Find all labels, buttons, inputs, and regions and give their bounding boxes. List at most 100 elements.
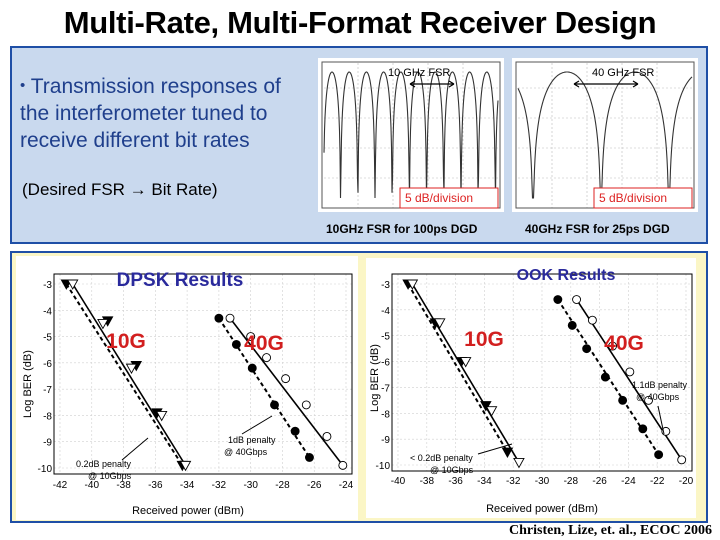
fsr-label: 10 GHz FSR [388,67,450,79]
x-tick-label: -28 [275,480,290,491]
y-tick-label: -7 [43,385,52,396]
transmission-plot-40ghz-svg: 40 GHz FSR 5 dB/division [515,61,695,209]
data-markers [60,279,348,472]
y-tick-label: -8 [381,409,390,420]
data-point [97,318,109,330]
bullet-marker: • [20,77,26,94]
data-point [553,295,563,304]
data-point [567,320,577,330]
annotation-10g-line2: @ 10Gbps [430,465,474,475]
data-point [677,455,687,465]
x-tick-label: -20 [679,476,694,487]
scale-label: 5 dB/division [599,191,667,205]
dpsk-ber-chart: -42 -40 -38 -36 -34 -32 -30 -28 -26 -24 -3 -4 -5 -6 -7… [16,256,358,520]
caption-40ghz: 40GHz FSR for 25ps DGD [525,222,670,236]
data-point [587,315,597,325]
annotation-40g: 1dB penalty @ 40Gbps [224,415,276,457]
chart-frame [391,273,693,472]
annotation-10g-line2: @ 10Gbps [88,471,132,481]
data-point [582,344,592,354]
data-point [290,426,300,436]
data-point [125,363,138,375]
scale-box [399,187,499,209]
y-tick-label: -6 [43,359,52,370]
data-point [618,395,628,405]
data-point [66,279,79,290]
y-tick-label: -10 [376,461,391,472]
fit-line [72,283,187,466]
plot-grid [518,63,694,208]
annotation-40g-line1: 1dB penalty [228,435,276,445]
transmission-plot-10ghz: 10 GHz FSR 5 dB/division [318,58,504,212]
x-tick-label: -24 [621,476,636,487]
data-point [433,318,446,329]
y-tick-label: -3 [381,280,390,291]
annotation-10g-line1: < 0.2dB penalty [410,453,473,463]
data-point [231,340,241,349]
y-tick-label: -3 [43,280,52,291]
scale-box [593,187,693,209]
x-tick-label: -26 [592,476,607,487]
fsr-arrow-icon [409,80,455,88]
x-tick-label: -40 [391,476,406,487]
data-point [305,453,314,462]
y-tick-label: -5 [43,333,52,344]
y-axis-label: Log BER (dB) [22,350,34,418]
chart-ticks: -40 -38 -36 -34 -32 -30 -28 -26 -24 -22 -20 -3 -4 -5 -… [376,280,694,487]
data-point [625,367,635,377]
x-tick-label: -32 [506,476,521,487]
x-tick-label: -36 [148,480,163,491]
chart-background [366,258,696,518]
data-point [155,410,168,422]
data-point [247,363,257,373]
chart-title: DPSK Results [117,270,244,291]
transmission-plot-40ghz: 40 GHz FSR 5 dB/division [512,58,698,212]
citation: Christen, Lize, et. al., ECOC 2006 [509,523,712,538]
y-tick-label: -9 [381,435,390,446]
label-40g: 40G [244,332,284,355]
slide-title: Multi-Rate, Multi-Format Receiver Design [63,5,657,40]
chart-frame [53,273,353,475]
label-10g: 10G [106,330,146,353]
y-tick-label: -9 [43,438,52,449]
chart-ticks: -42 -40 -38 -36 -34 -32 -30 -28 -26 -24 -3 -4 -5 -6 -7… [38,280,354,491]
data-point [644,395,654,405]
x-tick-label: -34 [477,476,492,487]
x-tick-label: -36 [448,476,463,487]
y-tick-label: -4 [43,306,52,317]
annotation-10g-line1: 0.2dB penalty [76,459,132,469]
data-point [501,447,514,458]
bullet-point: • Transmission responses of the interfer… [20,72,312,154]
x-tick-label: -38 [116,480,131,491]
fit-line [229,317,344,466]
pointer-arrow-icon [657,405,665,435]
x-tick-label: -24 [339,480,354,491]
data-point [572,295,582,304]
chart-title: OOK Results [517,267,616,284]
transmission-curve-40ghz [517,71,693,199]
data-point [608,341,618,351]
annotation-40g-line1: 1.1dB penalty [632,380,688,390]
data-point [513,457,525,469]
annotation-10g: < 0.2dB penalty @ 10Gbps [410,443,513,475]
data-point [406,279,419,290]
pointer-arrow-icon [477,443,513,455]
x-tick-label: -22 [650,476,665,487]
x-tick-label: -26 [307,480,322,491]
caption-10ghz: 10GHz FSR for 100ps DGD [326,222,478,236]
pointer-arrow-icon [241,415,273,435]
y-tick-label: -4 [381,306,390,317]
x-tick-label: -30 [535,476,550,487]
annotation-10g: 0.2dB penalty @ 10Gbps [76,437,149,481]
data-point [654,450,664,460]
ook-ber-chart: -40 -38 -36 -34 -32 -30 -28 -26 -24 -22 -20 -3 -4 -5 -… [366,258,696,518]
chart-grid [54,274,352,474]
x-axis-label: Received power (dBm) [486,503,598,515]
label-10g: 10G [464,328,504,351]
x-tick-label: -32 [212,480,227,491]
data-point [281,374,291,384]
fsr-label: 40 GHz FSR [592,67,654,79]
x-tick-label: -30 [243,480,258,491]
y-tick-label: -5 [381,332,390,343]
transmission-curve-10ghz [323,71,499,199]
